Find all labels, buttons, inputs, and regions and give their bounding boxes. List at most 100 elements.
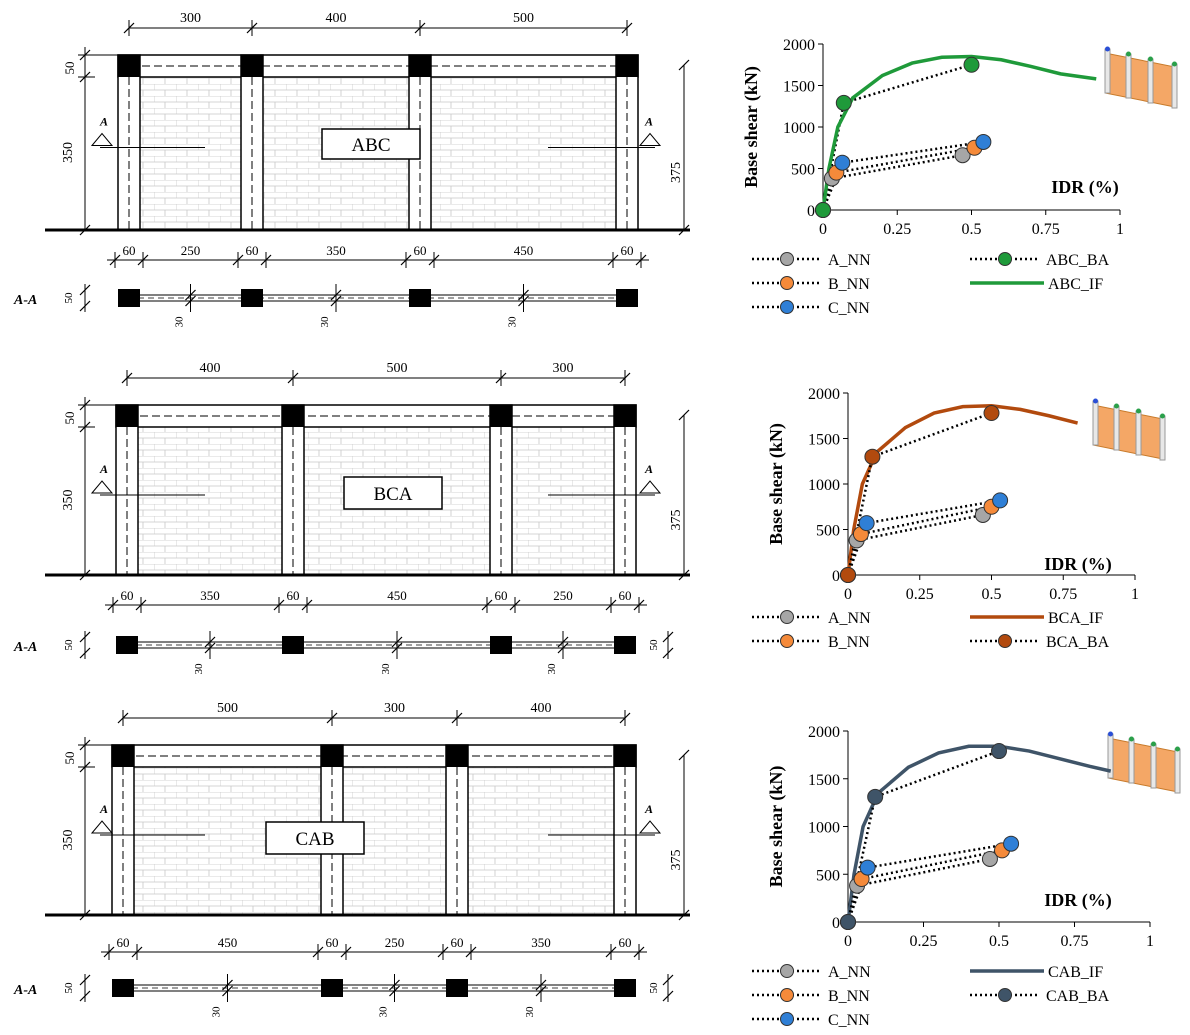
wall-icon-face	[1105, 53, 1175, 107]
y-tick-label: 2000	[783, 37, 815, 54]
section-mark-left: A	[99, 462, 108, 476]
aa-column	[116, 636, 138, 654]
legend-marker-C_NN	[781, 1013, 794, 1026]
y-tick-label: 1500	[808, 432, 840, 449]
wall-icon-column	[1136, 411, 1141, 455]
bottom-dim-label: 350	[326, 243, 346, 258]
bottom-dim-label: 60	[287, 588, 300, 603]
bottom-dim-label: 250	[385, 935, 405, 950]
bottom-dim-label: 60	[326, 935, 339, 950]
aa-thk-30: 30	[380, 663, 392, 675]
x-tick-label: 1	[1146, 933, 1154, 950]
wall-icon-column	[1160, 416, 1165, 460]
legend-label-ABC_IF: ABC_IF	[1048, 276, 1103, 293]
wall-icon-column	[1175, 749, 1180, 793]
aa-thk-30: 30	[507, 316, 519, 328]
legend-marker-BCA_BA	[999, 635, 1012, 648]
x-axis-label: IDR (%)	[1044, 890, 1112, 911]
legend-label-A_NN: A_NN	[828, 964, 871, 981]
x-axis-label: IDR (%)	[1044, 554, 1112, 575]
right-dim-label: 375	[669, 510, 684, 531]
wall-icon-column	[1129, 739, 1134, 783]
y-tick-label: 500	[791, 162, 815, 179]
top-dim-label: 400	[200, 361, 221, 376]
bottom-dim-label: 60	[121, 588, 134, 603]
x-tick-label: 0.5	[962, 221, 982, 238]
wall-icon-column	[1172, 64, 1177, 108]
chart-cab: 0 500 1000 1500 2000 0 0.25 0.5 0.75 1 Base shear …	[700, 700, 1190, 1030]
infill-panel	[431, 77, 616, 230]
legend-label-CAB_IF: CAB_IF	[1048, 964, 1103, 981]
wall-icon-node	[1108, 732, 1113, 737]
drawing-cab: 500 300 40060 450 60 250 60 350 6050350375A ACABA…	[13, 701, 690, 1018]
top-dim-label: 300	[553, 361, 574, 376]
marker-BCA_BA	[984, 406, 999, 421]
joint	[116, 405, 138, 427]
wall-icon-node	[1114, 404, 1119, 409]
wall-icon-column	[1093, 401, 1098, 445]
legend-label-B_NN: B_NN	[828, 276, 870, 293]
infill-panel	[512, 427, 614, 575]
wall-icon-node	[1172, 62, 1177, 67]
aa-thk-30: 30	[193, 663, 205, 675]
joint	[409, 55, 431, 77]
marker-CAB_BA	[868, 789, 883, 804]
marker-ABC_BA	[964, 57, 979, 72]
section-arrow-left	[92, 134, 112, 146]
x-tick-label: 0.25	[910, 933, 938, 950]
x-tick-label: 1	[1116, 221, 1124, 238]
marker-CAB_BA	[992, 744, 1007, 759]
y-axis-label: Base shear (kN)	[766, 423, 787, 545]
left-dim-top: 50	[62, 412, 77, 425]
y-tick-label: 1500	[783, 79, 815, 96]
y-tick-label: 1500	[808, 772, 840, 789]
bottom-dim-label: 450	[514, 243, 534, 258]
marker-CAB_BA	[841, 915, 856, 930]
series-line-BCA_IF	[848, 406, 1078, 575]
bottom-dim-label: 60	[117, 935, 130, 950]
wall-3d-icon	[1093, 399, 1165, 461]
aa-thk-label: 50	[63, 292, 75, 304]
aa-column	[614, 979, 636, 997]
aa-thk-label-right: 50	[648, 639, 660, 651]
wall-3d-icon	[1108, 732, 1180, 794]
bottom-dim-label: 60	[451, 935, 464, 950]
y-tick-label: 1000	[808, 477, 840, 494]
wall-icon-node	[1175, 747, 1180, 752]
bottom-dim-label: 250	[553, 588, 573, 603]
marker-C_NN	[976, 134, 991, 149]
section-aa-label: A-A	[13, 293, 37, 308]
top-dim-label: 300	[180, 11, 201, 26]
wall-icon-column	[1105, 49, 1110, 93]
y-tick-label: 0	[832, 915, 840, 932]
infill-panel	[468, 767, 614, 915]
marker-ABC_BA	[816, 203, 831, 218]
marker-C_NN	[859, 516, 874, 531]
bottom-dim-label: 450	[218, 935, 238, 950]
marker-BCA_BA	[865, 449, 880, 464]
x-tick-label: 1	[1131, 586, 1139, 603]
wall-icon-node	[1129, 737, 1134, 742]
aa-thk-30: 30	[546, 663, 558, 675]
bottom-dim-label: 60	[621, 243, 634, 258]
x-tick-label: 0.75	[1032, 221, 1060, 238]
joint	[446, 745, 468, 767]
infill-panel	[138, 427, 282, 575]
x-tick-label: 0.25	[883, 221, 911, 238]
bottom-dim-label: 60	[619, 935, 632, 950]
marker-C_NN	[835, 155, 850, 170]
joint	[112, 745, 134, 767]
marker-BCA_BA	[841, 568, 856, 583]
joint	[616, 55, 638, 77]
x-tick-label: 0.75	[1049, 586, 1077, 603]
left-dim-top: 50	[62, 62, 77, 75]
section-mark-left: A	[99, 802, 108, 816]
joint	[118, 55, 140, 77]
left-dim-label: 350	[61, 830, 76, 851]
legend-label-C_NN: C_NN	[828, 1012, 870, 1029]
aa-column	[409, 289, 431, 307]
wall-icon-node	[1148, 57, 1153, 62]
wall-icon-column	[1151, 744, 1156, 788]
aa-thk-30: 30	[378, 1006, 390, 1018]
section-mark-left: A	[99, 115, 108, 129]
